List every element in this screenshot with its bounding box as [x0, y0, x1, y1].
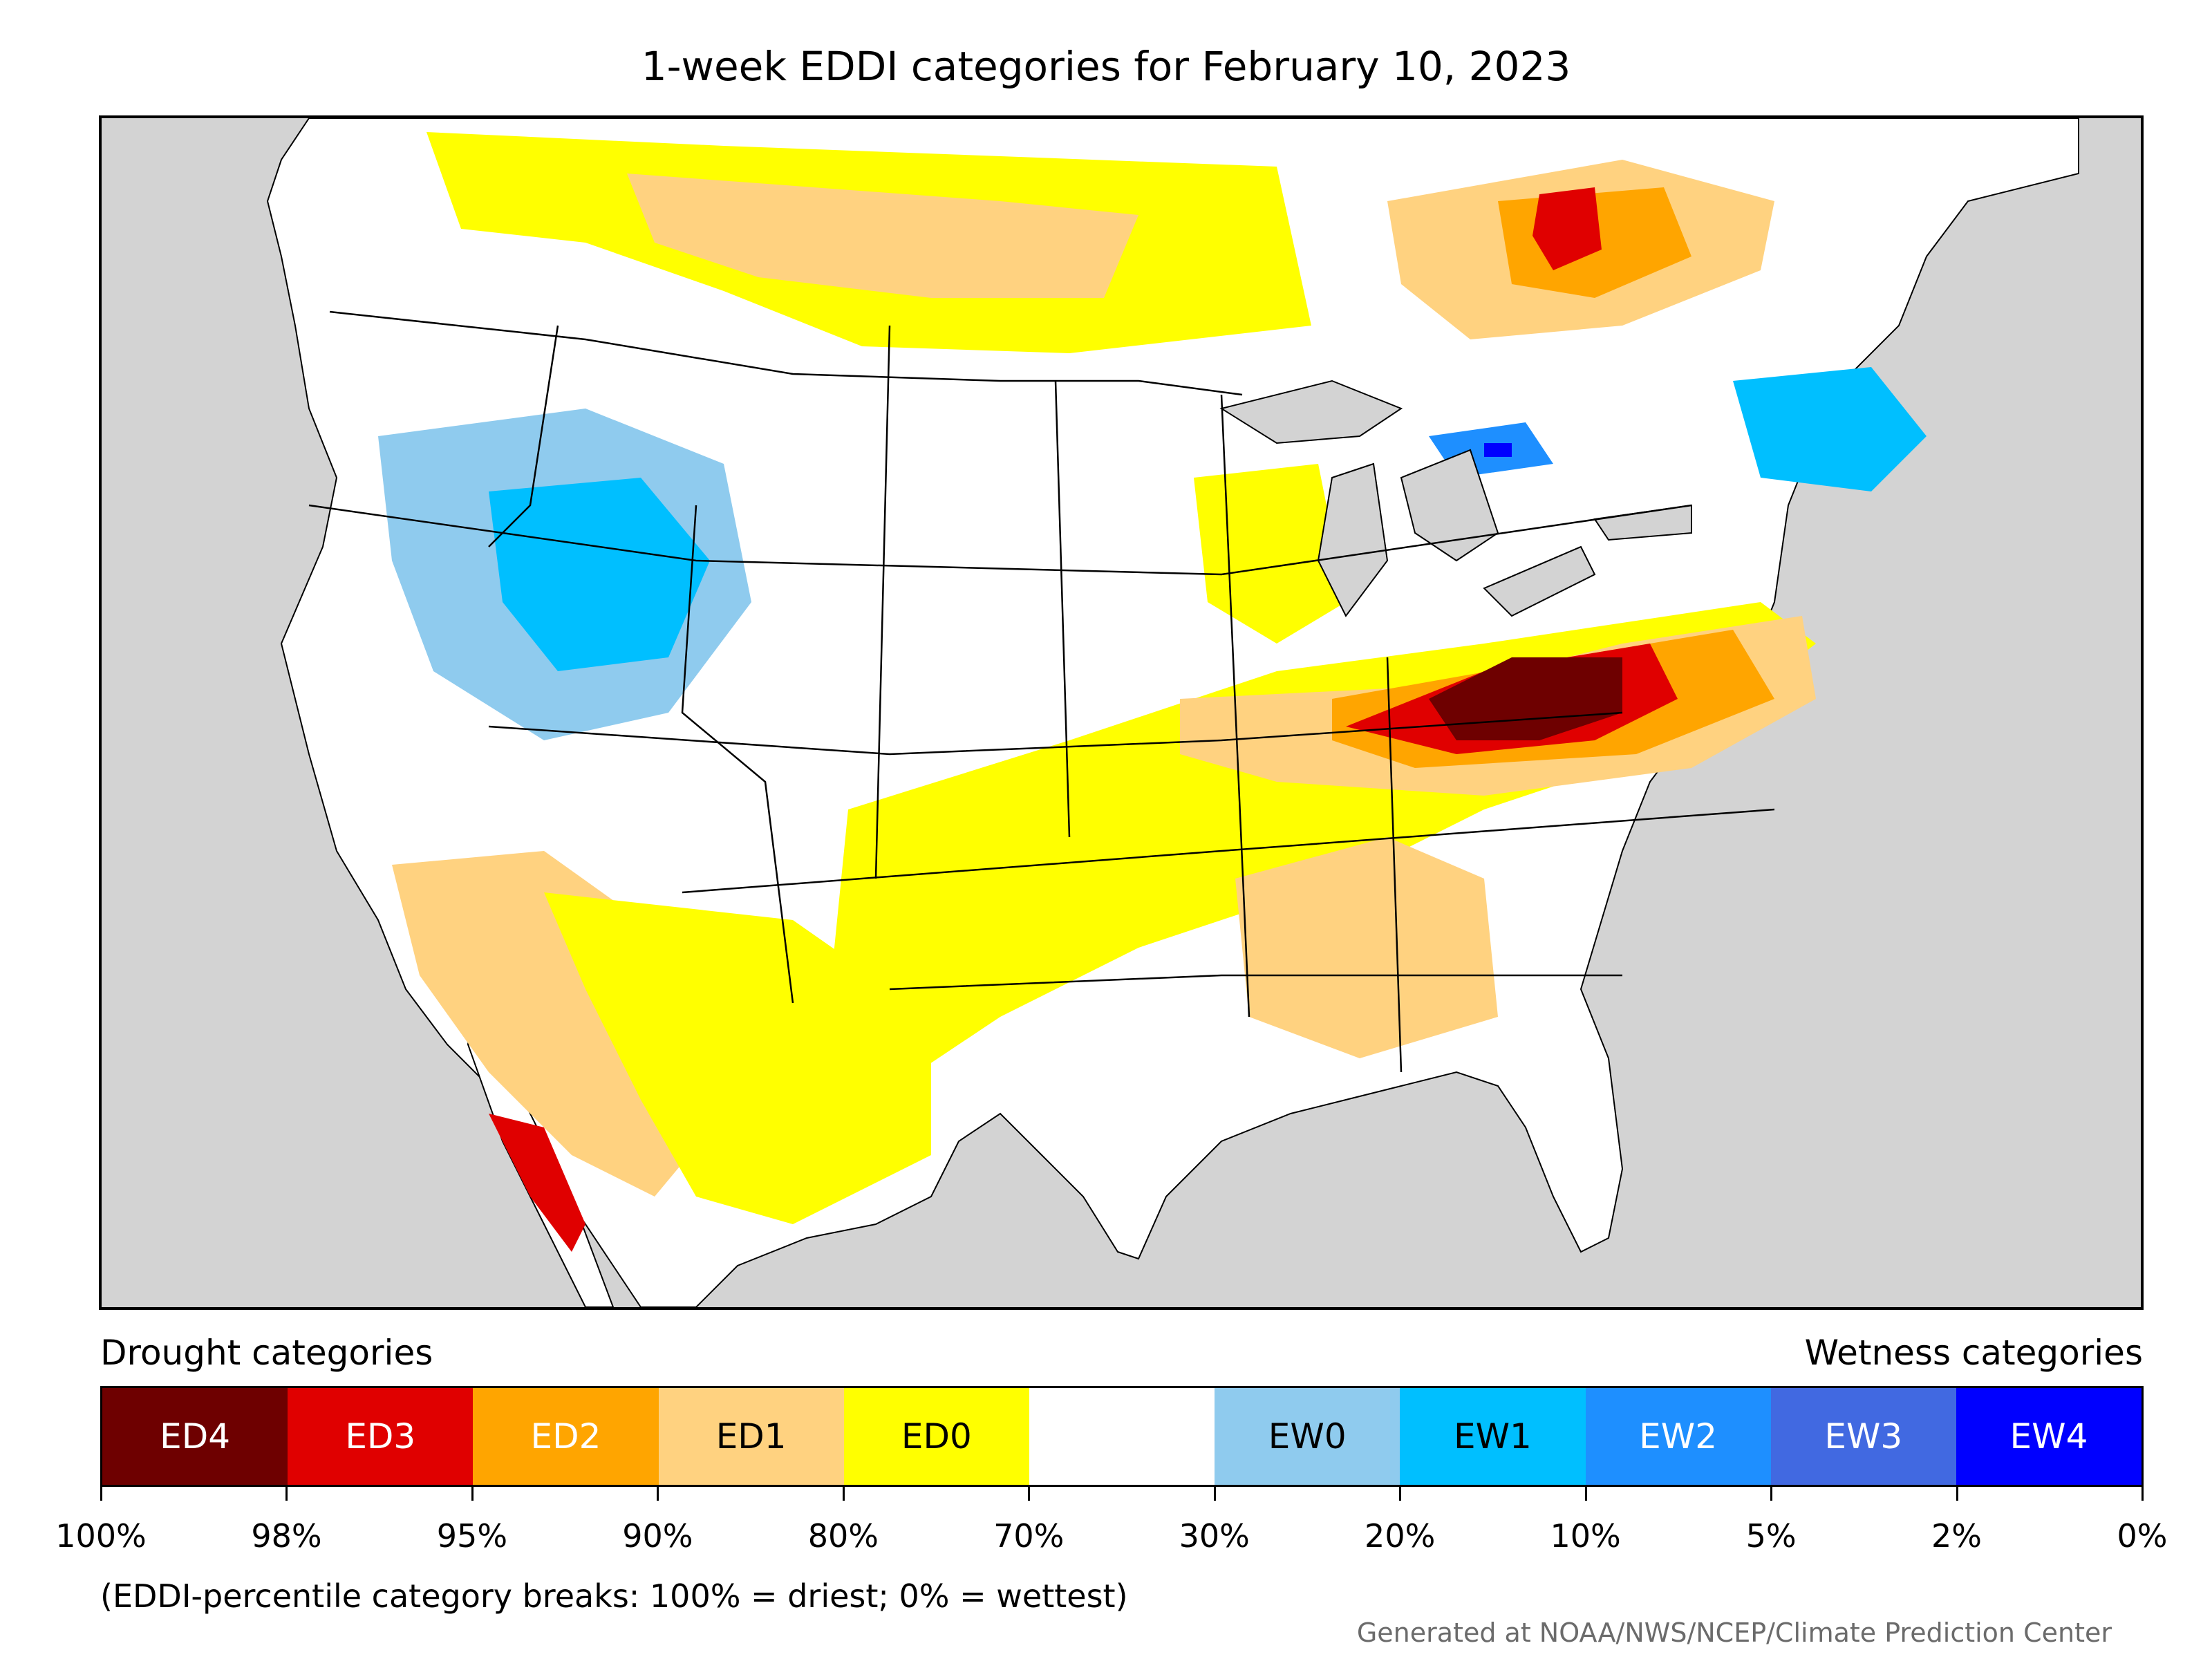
eddi-map	[99, 115, 2144, 1310]
state-line-h3	[682, 808, 1775, 894]
legend-swatch-ew1: EW1	[1400, 1388, 1586, 1485]
colorbar-tick-label: 30%	[1179, 1517, 1250, 1555]
credit-line: Generated at NOAA/NWS/NCEP/Climate Predi…	[1356, 1618, 2112, 1648]
patch-ew1-west	[489, 478, 710, 671]
state-line-h2	[488, 711, 1623, 756]
patch-ed3-ontario	[1533, 187, 1602, 270]
colorbar-tick-label: 2%	[1931, 1517, 1983, 1555]
legend-swatch-ed2: ED2	[473, 1388, 659, 1485]
state-line-c	[874, 325, 891, 879]
colorbar-tick-label: 98%	[251, 1517, 322, 1555]
legend-swatch-ed0: ED0	[843, 1388, 1029, 1485]
colorbar-tick	[100, 1487, 102, 1501]
colorbar-tick-label: 20%	[1365, 1517, 1436, 1555]
drought-categories-heading: Drought categories	[100, 1333, 433, 1373]
legend-swatch-ew3: EW3	[1770, 1388, 1956, 1485]
patch-ed3-baja	[489, 1114, 585, 1252]
legend-swatch-ew0: EW0	[1215, 1388, 1400, 1485]
legend-swatch-ew4: EW4	[1956, 1388, 2142, 1485]
map-title: 1-week EDDI categories for February 10, …	[641, 43, 1571, 90]
legend-swatch-none	[1029, 1388, 1215, 1485]
state-line-e2	[1386, 657, 1403, 1073]
state-line-e	[1220, 394, 1250, 1018]
state-line-h4	[889, 974, 1622, 991]
colorbar-tick-label: 95%	[436, 1517, 508, 1555]
colorbar-tick	[657, 1487, 659, 1501]
state-line-c2	[1054, 380, 1071, 838]
legend-swatch-ed1: ED1	[658, 1388, 844, 1485]
colorbar-tick	[1213, 1487, 1216, 1501]
patch-ed0-midwest	[1194, 464, 1346, 644]
colorbar-tick	[285, 1487, 288, 1501]
map-canvas	[266, 118, 2079, 1307]
patch-ew1-newengland	[1733, 367, 1927, 491]
colorbar-tick-label: 100%	[55, 1517, 147, 1555]
patch-ed1-north	[627, 174, 1138, 298]
colorbar-tick	[2141, 1487, 2144, 1501]
patch-ew4-lakes	[1484, 443, 1512, 457]
colorbar-tick	[1028, 1487, 1031, 1501]
state-line-w2	[681, 505, 794, 1004]
legend-swatch-ed4: ED4	[102, 1388, 288, 1485]
colorbar-tick-label: 70%	[993, 1517, 1065, 1555]
colorbar-tick-label: 0%	[2117, 1517, 2168, 1555]
state-boundaries	[308, 310, 1775, 1073]
colorbar-tick	[842, 1487, 845, 1501]
patch-ed1-south	[1235, 837, 1498, 1058]
wetness-categories-heading: Wetness categories	[1804, 1333, 2143, 1373]
colorbar-tick	[1770, 1487, 1773, 1501]
state-line-h1	[308, 504, 1692, 576]
legend-swatch-ew2: EW2	[1585, 1388, 1771, 1485]
colorbar-tick	[1399, 1487, 1402, 1501]
us-canada-border	[329, 310, 1243, 396]
colorbar-tick-label: 10%	[1550, 1517, 1621, 1555]
colorbar-tick-label: 5%	[1745, 1517, 1797, 1555]
category-colorbar: ED4 ED3 ED2 ED1 ED0 EW0 EW1 EW2 EW3 EW4	[100, 1386, 2144, 1487]
colorbar-tick-label: 80%	[807, 1517, 879, 1555]
colorbar-tick	[1584, 1487, 1587, 1501]
patch-ed0-southwest	[544, 892, 931, 1224]
colorbar-tick	[471, 1487, 474, 1501]
legend-swatch-ed3: ED3	[288, 1388, 474, 1485]
great-lakes	[1219, 379, 1692, 617]
patch-ed4-ohio	[1429, 657, 1622, 740]
colorbar-tick	[1956, 1487, 1958, 1501]
category-note: (EDDI-percentile category breaks: 100% =…	[100, 1577, 1128, 1615]
colorbar-tick-label: 90%	[622, 1517, 693, 1555]
